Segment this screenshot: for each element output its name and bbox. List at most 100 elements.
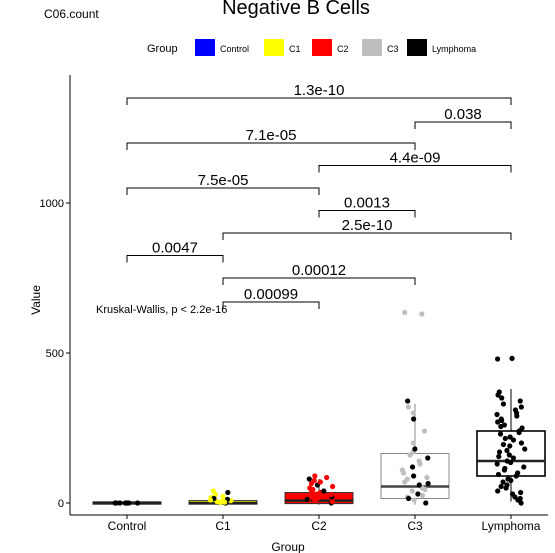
point-c2 (329, 498, 335, 505)
legend-swatch-c2 (312, 39, 332, 56)
x-tick-label-c1: C1 (215, 519, 231, 533)
x-axis-title: Group (271, 540, 305, 553)
legend-label-lymphoma: Lymphoma (432, 44, 476, 54)
point-c3 (415, 491, 421, 497)
point-c3 (402, 309, 408, 316)
box-lymphoma (476, 389, 546, 502)
kruskal-wallis-annotation: Kruskal-Wallis, p < 2.2e-16 (96, 304, 227, 316)
point-lymphoma (495, 471, 502, 478)
point-c2 (328, 492, 334, 498)
point-c2 (311, 477, 317, 484)
comparison-pvalue-3: 4.4e-09 (390, 150, 441, 167)
comparison-pvalue-9: 0.00099 (244, 286, 298, 303)
axes: 0 500 1000 Control C1 C2 C3 Lymphoma (40, 75, 548, 533)
point-c3 (419, 492, 426, 499)
point-lymphoma (502, 465, 508, 472)
point-lymphoma (510, 437, 517, 443)
y-tick-label: 1000 (40, 198, 64, 210)
point-c2 (306, 476, 312, 482)
point-lymphoma (508, 459, 514, 466)
legend-title: Group (147, 43, 178, 55)
x-tick-label-c3: C3 (407, 519, 423, 533)
point-lymphoma (507, 443, 513, 449)
point-c3 (405, 495, 412, 502)
comparison-bracket-2 (126, 142, 416, 150)
x-tick-label-lymphoma: Lymphoma (482, 519, 541, 533)
legend: Group Control C1 C2 C3 Lymphoma (147, 39, 476, 56)
point-c3 (416, 458, 422, 464)
point-lymphoma (509, 491, 516, 497)
comparison-pvalue-2: 7.1e-05 (246, 127, 297, 144)
point-c2 (304, 496, 310, 502)
legend-swatch-c1 (264, 39, 284, 56)
point-c3 (399, 467, 405, 473)
point-lymphoma (509, 355, 515, 361)
comparison-bracket-9 (222, 301, 320, 309)
point-c3 (419, 311, 425, 317)
point-c2 (321, 488, 327, 494)
point-lymphoma (500, 479, 506, 485)
corner-label: C06.count (44, 7, 99, 21)
point-lymphoma (497, 431, 504, 437)
point-control (112, 500, 118, 506)
point-c3 (409, 464, 416, 470)
point-c1 (210, 488, 217, 494)
point-c2 (307, 492, 313, 499)
boxes (92, 389, 546, 505)
point-c3 (411, 416, 417, 422)
point-lymphoma (507, 434, 513, 440)
point-lymphoma (495, 419, 501, 425)
point-c3 (409, 488, 415, 494)
y-axis-title: Value (29, 285, 43, 315)
comparison-pvalue-8: 0.00012 (292, 262, 346, 279)
point-c1 (225, 489, 231, 496)
point-lymphoma (504, 482, 510, 488)
point-c3 (425, 480, 431, 487)
comparison-bracket-0 (126, 97, 512, 105)
comparison-pvalue-4: 7.5e-05 (198, 172, 249, 189)
legend-swatch-c3 (362, 39, 382, 56)
point-lymphoma (499, 417, 505, 424)
point-lymphoma (494, 411, 500, 418)
point-c3 (425, 455, 431, 461)
comparison-pvalue-5: 0.0013 (344, 195, 390, 212)
point-c3 (405, 404, 411, 410)
comparison-pvalue-1: 0.038 (444, 106, 482, 123)
point-lymphoma (512, 407, 519, 413)
comparison-bracket-3 (318, 165, 512, 173)
point-lymphoma (500, 441, 507, 448)
comparison-bracket-1 (414, 121, 512, 129)
legend-label-c3: C3 (387, 44, 399, 54)
point-c3 (423, 500, 429, 506)
point-lymphoma (518, 489, 524, 496)
point-lymphoma (508, 477, 514, 484)
point-c3 (410, 410, 416, 416)
point-c3 (411, 497, 417, 503)
point-c1 (207, 497, 214, 503)
point-lymphoma (518, 440, 525, 446)
legend-label-c2: C2 (337, 44, 349, 54)
point-c1 (220, 493, 226, 499)
comparison-bracket-7 (126, 255, 224, 263)
comparison-bracket-6 (222, 232, 512, 240)
point-c1 (220, 498, 226, 504)
point-lymphoma (519, 425, 525, 431)
point-control (117, 500, 123, 506)
point-c2 (324, 474, 330, 481)
comparison-pvalue-6: 2.5e-10 (342, 217, 393, 234)
point-c3 (424, 474, 430, 481)
y-tick-label: 500 (46, 348, 64, 360)
point-lymphoma (498, 483, 504, 490)
legend-swatch-control (195, 39, 215, 56)
legend-label-c1: C1 (289, 44, 301, 54)
plot-area: 1.3e-10 0.038 7.1e-05 4.4e-09 7.5e-05 0.0013 2… (92, 82, 546, 506)
point-lymphoma (517, 495, 523, 502)
point-lymphoma (496, 449, 503, 455)
point-lymphoma (498, 423, 504, 430)
point-lymphoma (506, 452, 512, 458)
point-c3 (422, 486, 428, 493)
comparison-pvalue-0: 1.3e-10 (294, 82, 345, 99)
point-lymphoma (496, 389, 502, 395)
data-points (112, 309, 528, 506)
